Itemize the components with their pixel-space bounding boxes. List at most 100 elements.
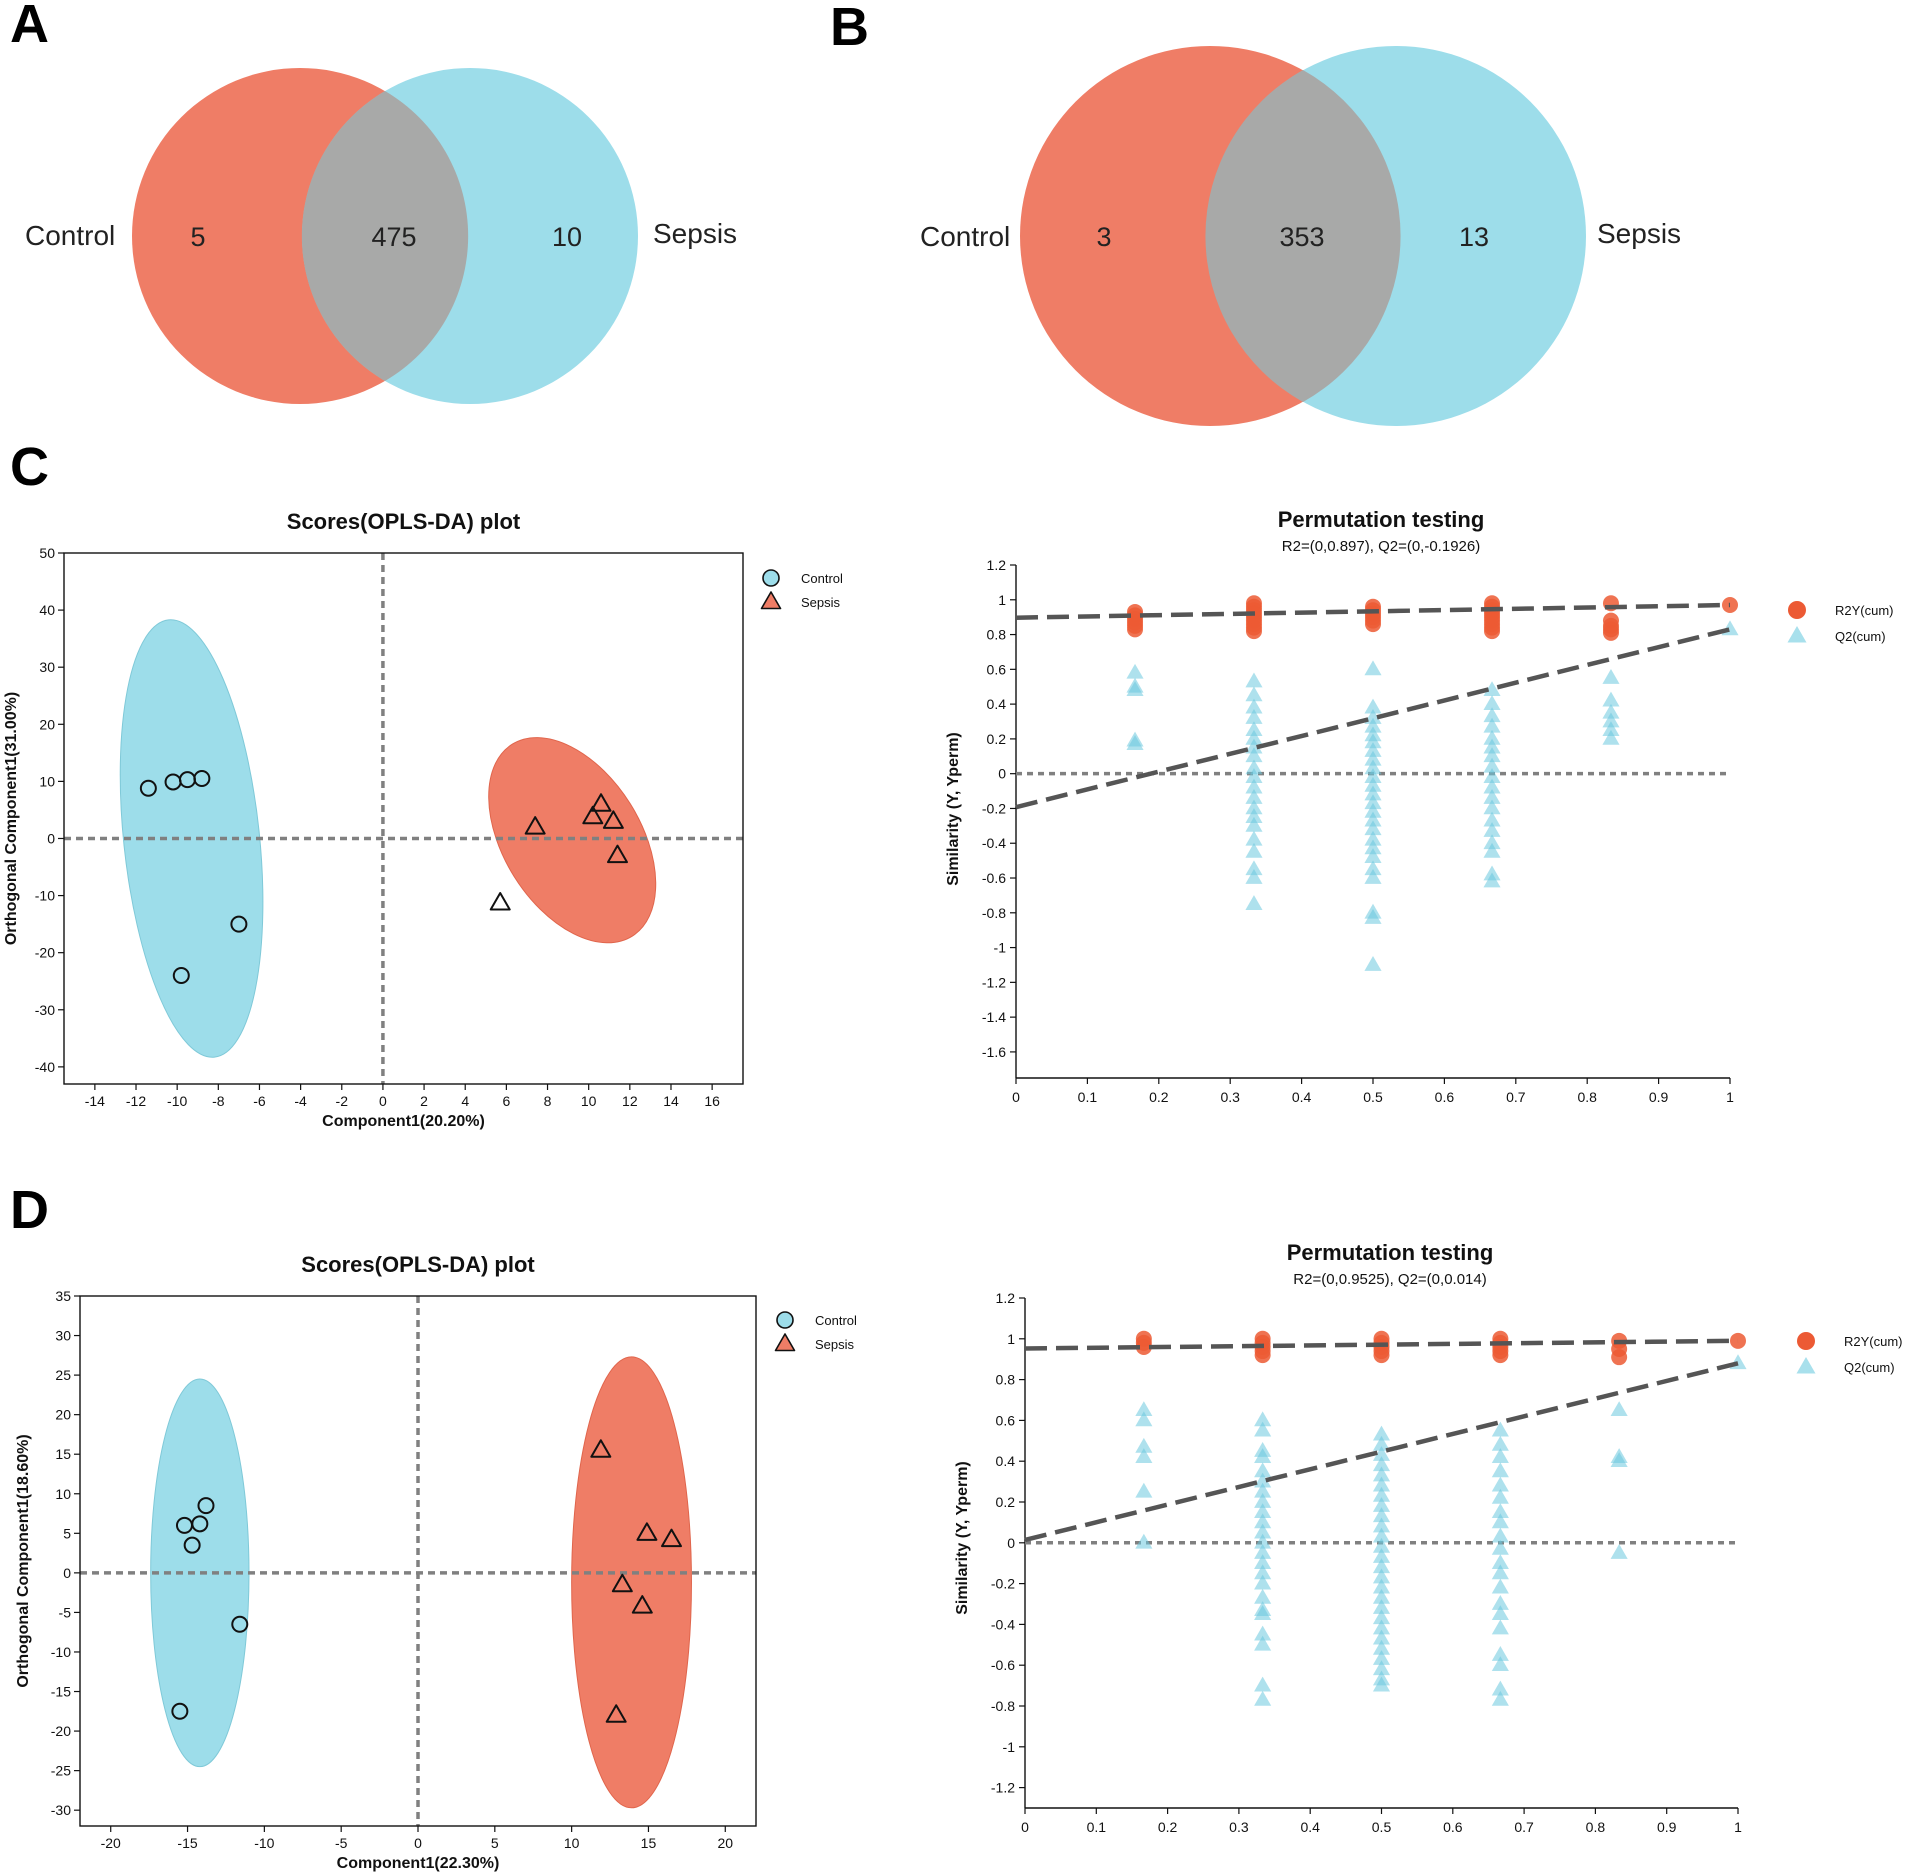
venn-b-overlap	[1205, 70, 1401, 402]
legend-sepsis-marker	[760, 591, 782, 610]
q2-point	[1245, 799, 1263, 815]
control-point	[139, 779, 157, 797]
q2-point	[1254, 1482, 1272, 1498]
q2-point	[1372, 1486, 1391, 1502]
q2-point	[1372, 1548, 1391, 1563]
y-tick-label: 0.8	[987, 627, 1007, 643]
sepsis-point	[582, 805, 604, 825]
legend-q2-marker	[1787, 626, 1807, 643]
q2-point	[1364, 839, 1382, 855]
control-point	[191, 1515, 209, 1533]
q2-point	[1245, 721, 1263, 737]
legend-q2-label: Q2(cum)	[1835, 629, 1886, 644]
y-tick-label: -1.2	[991, 1780, 1015, 1796]
q2-point	[1254, 1411, 1272, 1427]
scores-plot-d: Scores(OPLS-DA) plot -20 -15 -10 -5 0 5 10 15 20 -…	[15, 1252, 857, 1872]
legend-sepsis-label: Sepsis	[801, 595, 841, 610]
y-tick-label: -1	[994, 940, 1007, 956]
q2-point	[1602, 712, 1620, 728]
q2-point	[1245, 816, 1263, 832]
q2-point	[1364, 830, 1382, 846]
y-axis-label: Similarity (Y, Yperm)	[954, 1461, 971, 1615]
q2-point	[1491, 1513, 1509, 1529]
x-tick-label: 0.6	[1443, 1819, 1463, 1835]
sepsis-confidence-ellipse	[571, 1356, 692, 1809]
x-tick-label: 2	[420, 1093, 428, 1109]
legend-q2-label: Q2(cum)	[1844, 1360, 1895, 1375]
q2-point	[1491, 1527, 1509, 1543]
panel-letter-b: B	[830, 0, 869, 57]
r2y-point	[1127, 621, 1144, 638]
q2-point	[1245, 842, 1263, 858]
r2y-point	[1492, 1347, 1509, 1364]
q2-point	[1364, 820, 1382, 836]
legend-sepsis-label: Sepsis	[815, 1337, 855, 1352]
y-tick-label: 50	[39, 545, 55, 561]
y-tick-label: -0.8	[982, 905, 1006, 921]
q2-point	[1135, 1448, 1153, 1463]
q2-point	[1372, 1629, 1391, 1645]
plot-title: Scores(OPLS-DA) plot	[287, 509, 521, 534]
plot-title: Permutation testing	[1287, 1240, 1494, 1265]
q2-point	[1483, 738, 1501, 754]
q2-point	[1364, 794, 1382, 810]
q2-point	[1254, 1472, 1272, 1488]
q2-point	[1483, 768, 1501, 784]
q2-point	[1491, 1421, 1509, 1437]
sepsis-point	[605, 1704, 627, 1723]
sepsis-point	[590, 793, 612, 812]
q2-point	[1254, 1676, 1272, 1692]
q2-point	[1491, 1539, 1509, 1555]
plot-title: Permutation testing	[1278, 507, 1485, 532]
x-tick-label: 0.6	[1435, 1089, 1455, 1105]
y-tick-label: 10	[55, 1486, 71, 1502]
x-tick-label: 4	[461, 1093, 469, 1109]
q2-point	[1602, 691, 1620, 707]
q2-point	[1364, 811, 1382, 827]
q2-point	[1135, 1411, 1153, 1427]
sepsis-point	[636, 1522, 658, 1541]
y-tick-label: -5	[59, 1604, 72, 1620]
q2-point	[1364, 660, 1382, 676]
q2-point	[1491, 1646, 1509, 1661]
y-tick-label: -1.2	[982, 974, 1006, 990]
q2-point	[1372, 1517, 1391, 1533]
q2-point	[1372, 1466, 1391, 1482]
venn-a-only-right-count: 10	[552, 222, 582, 252]
r2y-point	[1254, 1347, 1271, 1364]
q2-point	[1254, 1690, 1272, 1706]
control-point	[197, 1497, 215, 1515]
q2-point	[1126, 663, 1144, 679]
x-tick-label: 0	[1012, 1089, 1020, 1105]
venn-b-only-left-count: 3	[1096, 222, 1111, 252]
q2-point	[1372, 1446, 1391, 1461]
legend-q2-marker	[1796, 1357, 1816, 1374]
y-tick-label: -20	[35, 945, 55, 961]
q2-point	[1491, 1564, 1509, 1580]
x-tick-label: 1	[1726, 1089, 1734, 1105]
q2-point	[1254, 1421, 1272, 1437]
x-axis-label: Component1(20.20%)	[322, 1113, 485, 1130]
q2-point	[1610, 1544, 1628, 1559]
q2-point	[1372, 1507, 1391, 1523]
q2-point	[1364, 869, 1382, 884]
y-tick-label: 35	[55, 1288, 71, 1304]
q2-point	[1254, 1462, 1272, 1478]
sepsis-point	[631, 1595, 653, 1614]
q2-point	[1254, 1564, 1272, 1580]
q2-point	[1135, 1482, 1153, 1498]
plot-subtitle: R2=(0,0.897), Q2=(0,-0.1926)	[1282, 538, 1480, 555]
q2-point	[1254, 1635, 1272, 1651]
q2-point	[1364, 848, 1382, 863]
y-tick-label: 0.2	[996, 1494, 1016, 1510]
y-tick-label: 30	[55, 1328, 71, 1344]
y-tick-label: -0.2	[991, 1576, 1015, 1592]
y-tick-label: 15	[55, 1446, 71, 1462]
y-axis-label: Orthogonal Component1(31.00%)	[3, 692, 20, 945]
y-tick-label: 1.2	[996, 1290, 1016, 1306]
q2-point	[1372, 1639, 1391, 1655]
r2-regression-line	[1015, 602, 1731, 620]
q2-point	[1372, 1676, 1391, 1692]
y-tick-label: -30	[35, 1002, 55, 1018]
legend-r2y-marker	[1788, 601, 1806, 619]
